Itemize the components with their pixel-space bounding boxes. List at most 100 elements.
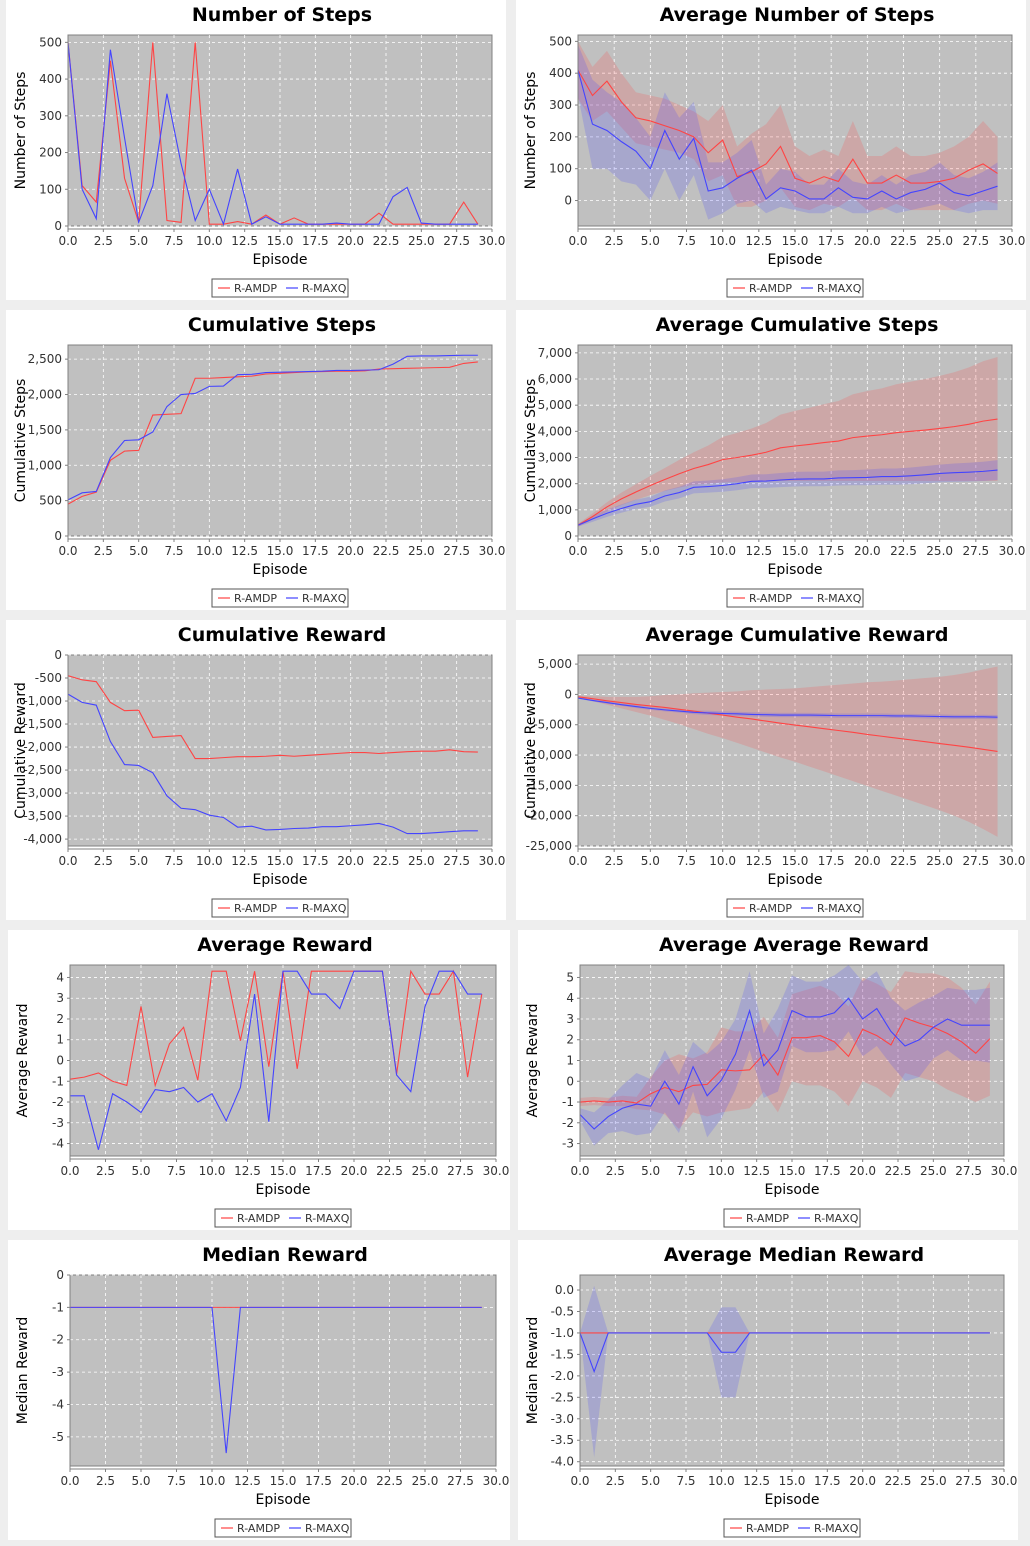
x-tick-label: 20.0 xyxy=(337,544,364,558)
x-tick-label: 5.0 xyxy=(129,234,148,248)
chart-svg: Number of Steps 0.0 2.5 5.0 7.5 10.0 12.5 15.0 1… xyxy=(13,4,505,298)
x-tick-label: 12.5 xyxy=(745,854,772,868)
x-axis-label: Episode xyxy=(768,872,823,888)
x-tick-label: 20.0 xyxy=(337,854,364,868)
y-tick-label: 400 xyxy=(39,72,62,86)
y-tick-label: -1.0 xyxy=(551,1326,574,1340)
x-tick-label: 25.0 xyxy=(920,1474,947,1488)
x-tick-label: 22.5 xyxy=(890,854,917,868)
x-tick-label: 30.0 xyxy=(991,1474,1018,1488)
chart-title: Cumulative Steps xyxy=(188,314,376,336)
legend-label-r-amdp: R-AMDP xyxy=(237,1522,280,1535)
y-tick-label: -500 xyxy=(35,671,62,685)
chart-title: Cumulative Reward xyxy=(178,624,386,646)
x-axis-label: Episode xyxy=(768,252,823,268)
series-line-r-maxq xyxy=(67,693,478,835)
chart-legend: R-AMDP R-MAXQ xyxy=(726,588,864,608)
x-tick-label: 20.0 xyxy=(854,234,881,248)
chart-legend: R-AMDP R-MAXQ xyxy=(726,898,864,918)
legend-box xyxy=(214,1518,352,1538)
y-tick-label: 1 xyxy=(566,1054,574,1068)
x-tick-label: 22.5 xyxy=(373,544,400,558)
x-tick-label: 20.0 xyxy=(341,1474,368,1488)
x-tick-label: 27.5 xyxy=(962,544,989,558)
series-line-r-amdp xyxy=(67,361,478,505)
chart-title: Average Median Reward xyxy=(664,1244,924,1266)
y-tick-label: 4,000 xyxy=(538,424,572,438)
y-tick-label: 5,000 xyxy=(538,657,572,671)
x-tick-label: 5.0 xyxy=(641,234,660,248)
x-tick-label: 12.5 xyxy=(231,854,258,868)
legend-label-r-maxq: R-MAXQ xyxy=(305,1522,350,1535)
x-tick-label: 10.0 xyxy=(196,544,223,558)
series-line-r-maxq xyxy=(579,1332,990,1374)
legend-label-r-maxq: R-MAXQ xyxy=(814,1522,859,1535)
x-tick-label: 10.0 xyxy=(709,854,736,868)
x-axis-label: Episode xyxy=(253,872,308,888)
chart-panel: Average Median Reward 0.0 2.5 5.0 7.5 10.0 12.… xyxy=(518,1240,1018,1540)
x-tick-label: 5.0 xyxy=(129,544,148,558)
x-tick-label: 25.0 xyxy=(408,234,435,248)
legend-box xyxy=(726,898,864,918)
series-line-r-amdp xyxy=(67,675,478,760)
y-tick-label: 0 xyxy=(54,219,62,233)
chart-svg: Average Reward 0.0 2.5 5.0 7.5 10.0 12.5 15.0 17… xyxy=(15,934,509,1228)
legend-label-r-amdp: R-AMDP xyxy=(746,1522,789,1535)
x-tick-label: 12.5 xyxy=(745,544,772,558)
x-tick-label: 5.0 xyxy=(131,1474,150,1488)
x-tick-label: 27.5 xyxy=(962,234,989,248)
chart-title: Average Average Reward xyxy=(659,934,929,956)
y-tick-label: -3,500 xyxy=(23,809,62,823)
series-line-r-maxq xyxy=(67,354,478,501)
x-tick-label: 7.5 xyxy=(677,234,696,248)
x-tick-label: 27.5 xyxy=(447,1474,474,1488)
x-tick-label: 27.5 xyxy=(443,544,470,558)
x-tick-label: 20.0 xyxy=(849,1474,876,1488)
y-tick-label: 2,500 xyxy=(28,352,62,366)
legend-box xyxy=(723,1518,861,1538)
y-axis-label: Cumulative Reward xyxy=(523,682,539,819)
y-tick-label: 200 xyxy=(39,146,62,160)
chart-title: Average Cumulative Steps xyxy=(656,314,939,336)
legend-label-r-maxq: R-MAXQ xyxy=(302,282,347,295)
legend-box xyxy=(726,588,864,608)
x-tick-label: 2.5 xyxy=(94,234,113,248)
x-axis-label: Episode xyxy=(768,562,823,578)
x-tick-label: 22.5 xyxy=(890,544,917,558)
series-line-r-amdp xyxy=(69,969,483,1088)
y-axis-label: Cumulative Steps xyxy=(13,379,29,503)
series-band-r-amdp xyxy=(578,666,998,837)
y-tick-label: -3 xyxy=(562,1137,574,1151)
x-tick-label: 0.0 xyxy=(568,854,587,868)
y-tick-label: 300 xyxy=(549,98,572,112)
x-tick-label: 2.5 xyxy=(606,1164,625,1178)
y-axis-label: Cumulative Reward xyxy=(13,682,29,819)
y-tick-label: -2,500 xyxy=(23,763,62,777)
y-axis-label: Number of Steps xyxy=(13,72,29,190)
x-tick-label: 0.0 xyxy=(60,1164,79,1178)
x-tick-label: 7.5 xyxy=(677,854,696,868)
x-tick-label: 12.5 xyxy=(743,1474,770,1488)
chart-panel: Average Average Reward 0.0 2.5 5.0 7.5 10.0 12… xyxy=(518,930,1018,1230)
x-tick-label: 25.0 xyxy=(408,544,435,558)
x-tick-label: 7.5 xyxy=(677,544,696,558)
x-tick-label: 0.0 xyxy=(568,234,587,248)
chart-title: Average Cumulative Reward xyxy=(645,624,948,646)
x-tick-label: 15.0 xyxy=(782,854,809,868)
y-tick-label: 0 xyxy=(56,1268,64,1282)
x-tick-label: 30.0 xyxy=(483,1474,510,1488)
x-tick-label: 15.0 xyxy=(270,1474,297,1488)
y-axis-label: Cumulative Steps xyxy=(523,379,539,503)
y-tick-label: 5 xyxy=(566,970,574,984)
y-tick-label: 3,000 xyxy=(538,451,572,465)
x-tick-label: 10.0 xyxy=(199,1164,226,1178)
x-tick-label: 0.0 xyxy=(58,854,77,868)
x-tick-label: 27.5 xyxy=(443,234,470,248)
series-line-r-amdp xyxy=(577,69,998,184)
x-tick-label: 27.5 xyxy=(955,1164,982,1178)
x-tick-label: 7.5 xyxy=(164,234,183,248)
x-tick-label: 17.5 xyxy=(302,854,329,868)
chart-svg: Average Cumulative Reward 0.0 2.5 5.0 7.5 10.… xyxy=(523,624,1025,918)
y-tick-label: 4 xyxy=(566,991,574,1005)
